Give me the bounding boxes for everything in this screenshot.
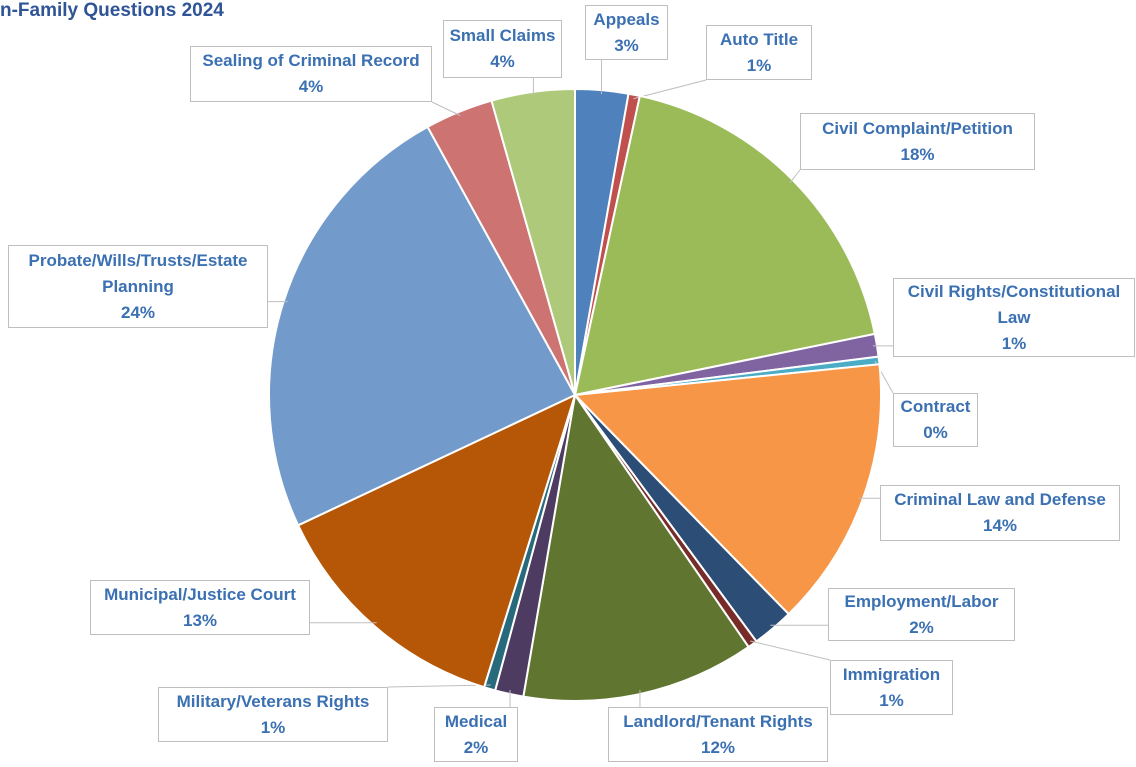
data-label: Contract 0% (893, 393, 978, 447)
label-name: Medical (444, 711, 508, 731)
pie-slice (522, 392, 750, 702)
pie-slice (296, 393, 577, 689)
label-name: Probate/Wills/Trusts/Estate Planning (28, 250, 248, 296)
label-value: 14% (982, 516, 1018, 535)
label-name: Contract (900, 397, 971, 416)
label-name: Municipal/Justice Court (104, 584, 296, 604)
label-value: 4% (298, 77, 324, 96)
label-value: 18% (900, 144, 935, 164)
label-name: Employment/Labor (844, 591, 999, 611)
label-value: 24% (120, 302, 156, 322)
label-value: 2% (909, 617, 934, 637)
label-name: Auto Title (719, 29, 799, 49)
data-label: Medical 2% (434, 707, 518, 762)
data-label: Military/Veterans Rights 1% (158, 687, 388, 742)
label-name: Appeals (593, 9, 660, 29)
label-name: Military/Veterans Rights (176, 691, 370, 711)
label-name: Criminal Law and Defense (894, 490, 1106, 509)
label-name: Immigration (842, 664, 941, 684)
leader-line (431, 101, 461, 117)
data-label: Landlord/Tenant Rights 12% (608, 707, 828, 762)
label-value: 13% (182, 610, 218, 630)
label-name: Small Claims (449, 26, 556, 45)
label-value: 1% (879, 690, 904, 710)
data-label: Civil Rights/Constitutional Law 1% (893, 278, 1135, 357)
label-value: 4% (490, 52, 515, 71)
label-value: 2% (463, 737, 489, 757)
label-value: 0% (923, 423, 948, 442)
data-label: Sealing of Criminal Record 4% (190, 46, 432, 102)
chart-title: n-Family Questions 2024 (0, 0, 224, 21)
label-name: Civil Rights/Constitutional Law (907, 281, 1121, 327)
leader-line (633, 79, 707, 100)
data-label: Probate/Wills/Trusts/Estate Planning 24% (8, 245, 268, 328)
label-name: Landlord/Tenant Rights (623, 711, 813, 731)
data-label: Civil Complaint/Petition 18% (800, 113, 1035, 170)
pie-slice (572, 363, 882, 616)
label-value: 12% (700, 737, 736, 757)
data-label: Employment/Labor 2% (828, 588, 1015, 641)
label-value: 1% (1001, 333, 1027, 353)
label-value: 3% (614, 35, 639, 55)
label-value: 1% (746, 55, 772, 75)
pie-slice (490, 87, 576, 396)
label-value: 1% (260, 717, 286, 737)
pie-slice (268, 125, 577, 527)
data-label: Immigration 1% (830, 660, 953, 715)
label-name: Sealing of Criminal Record (202, 51, 420, 70)
data-label: Auto Title 1% (706, 25, 812, 80)
data-label: Appeals 3% (585, 5, 668, 60)
data-label: Small Claims 4% (443, 20, 562, 78)
leader-line (387, 684, 491, 688)
data-label: Criminal Law and Defense 14% (880, 485, 1120, 541)
label-name: Civil Complaint/Petition (822, 118, 1013, 138)
data-label: Municipal/Justice Court 13% (90, 580, 310, 635)
leader-line (750, 640, 831, 661)
leader-line (789, 169, 801, 184)
